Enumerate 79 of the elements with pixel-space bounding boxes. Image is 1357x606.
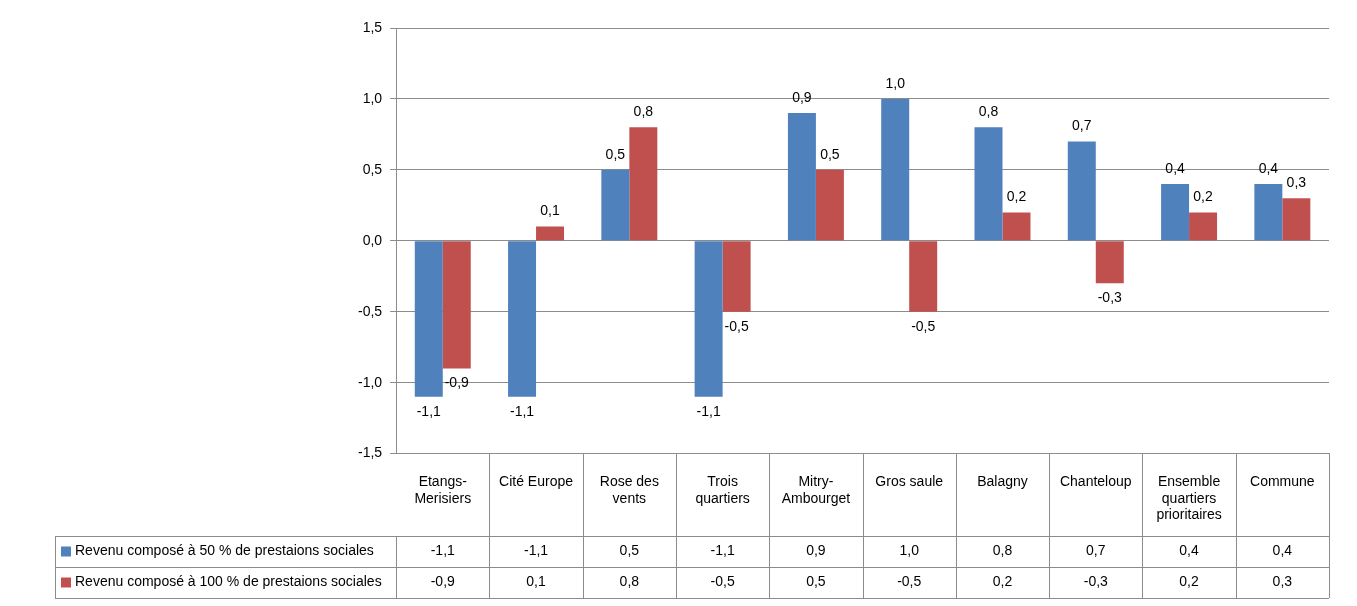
y-tick-label: -0,5 [358, 302, 383, 319]
text: 0,2 [1006, 188, 1027, 205]
data-label: 0,5 [619, 542, 640, 559]
bar [909, 241, 938, 312]
text: 0,1 [540, 202, 560, 219]
y-tick-label: 1,0 [362, 89, 383, 106]
data-label: -1,1 [523, 542, 549, 559]
legend-label: Revenu composé à 50 % de prestaions sociales [75, 542, 374, 559]
text: -0,9 [444, 374, 469, 391]
data-label: -1,1 [430, 542, 456, 559]
bar [536, 226, 565, 241]
bar [629, 127, 658, 241]
text: 0,8 [978, 103, 999, 120]
bar [601, 169, 630, 241]
x-tick-label: Commune [1250, 472, 1315, 489]
bar [414, 241, 443, 397]
y-tick-label: 0,5 [362, 160, 383, 177]
text: -1,1 [416, 402, 441, 419]
bar [815, 169, 844, 241]
data-label: -0,9 [430, 573, 456, 590]
data-label: 0,7 [1086, 542, 1106, 559]
x-tick-label: Ensemble quartiers prioritaires [1156, 472, 1222, 523]
text: 0,3 [1286, 174, 1307, 191]
text: 0,9 [792, 88, 812, 105]
bar [694, 241, 723, 397]
text: -1,1 [510, 402, 535, 419]
bar [881, 98, 910, 241]
x-tick-label: Rose des vents [599, 472, 659, 506]
data-label: 0,2 [1179, 573, 1200, 590]
x-tick-label: Gros saule [875, 472, 944, 489]
data-label: 0,5 [806, 573, 826, 590]
text: 0,5 [820, 145, 840, 162]
data-label: 0,4 [1179, 542, 1200, 559]
x-tick-label: Balagny [977, 472, 1028, 489]
bar [1067, 141, 1096, 241]
legend-label: Revenu composé à 100 % de prestaions sociales [75, 573, 382, 590]
text: -0,3 [1097, 289, 1122, 306]
text: 0,5 [605, 145, 626, 162]
text: 0,7 [1072, 117, 1092, 134]
data-label: -1,1 [710, 542, 735, 559]
text: 0,8 [633, 103, 654, 120]
y-tick-label: 1,5 [362, 18, 383, 35]
bar [787, 113, 816, 241]
data-label: 0,2 [992, 573, 1013, 590]
data-label: 0,8 [992, 542, 1013, 559]
bar [1282, 198, 1311, 241]
data-label: -0,3 [1083, 573, 1109, 590]
text: -1,1 [696, 402, 721, 419]
data-label: 0,1 [526, 573, 546, 590]
text: 0,4 [1258, 159, 1279, 176]
data-label: -0,5 [897, 573, 922, 590]
bar [442, 241, 471, 369]
x-tick-label: Chanteloup [1059, 472, 1132, 489]
text: 0,4 [1165, 159, 1185, 176]
bar [1095, 241, 1124, 284]
data-label: 0,9 [806, 542, 826, 559]
data-label: 0,4 [1272, 542, 1293, 559]
x-tick-label: Mitry-Ambourget [781, 472, 851, 506]
bar [1254, 184, 1283, 241]
bar [508, 241, 537, 397]
bar [722, 241, 751, 312]
bar [1002, 212, 1031, 241]
data-label: 0,3 [1272, 573, 1293, 590]
text: -0,5 [724, 317, 749, 334]
text: 0,2 [1193, 188, 1213, 205]
data-label: 1,0 [899, 542, 920, 559]
x-tick-label: Etangs-Merisiers [414, 472, 472, 506]
y-tick-label: -1,0 [358, 373, 383, 390]
x-tick-label: Cité Europe [499, 472, 574, 489]
bar [1189, 212, 1218, 241]
bar [1161, 184, 1190, 241]
text: -0,5 [911, 317, 936, 334]
bar [974, 127, 1003, 241]
y-tick-label: 0,0 [362, 231, 383, 248]
y-tick-label: -1,5 [358, 444, 383, 461]
data-label: 0,8 [619, 573, 640, 590]
data-label: -0,5 [710, 573, 735, 590]
x-tick-label: Trois quartiers [695, 472, 750, 506]
text: 1,0 [885, 74, 905, 91]
